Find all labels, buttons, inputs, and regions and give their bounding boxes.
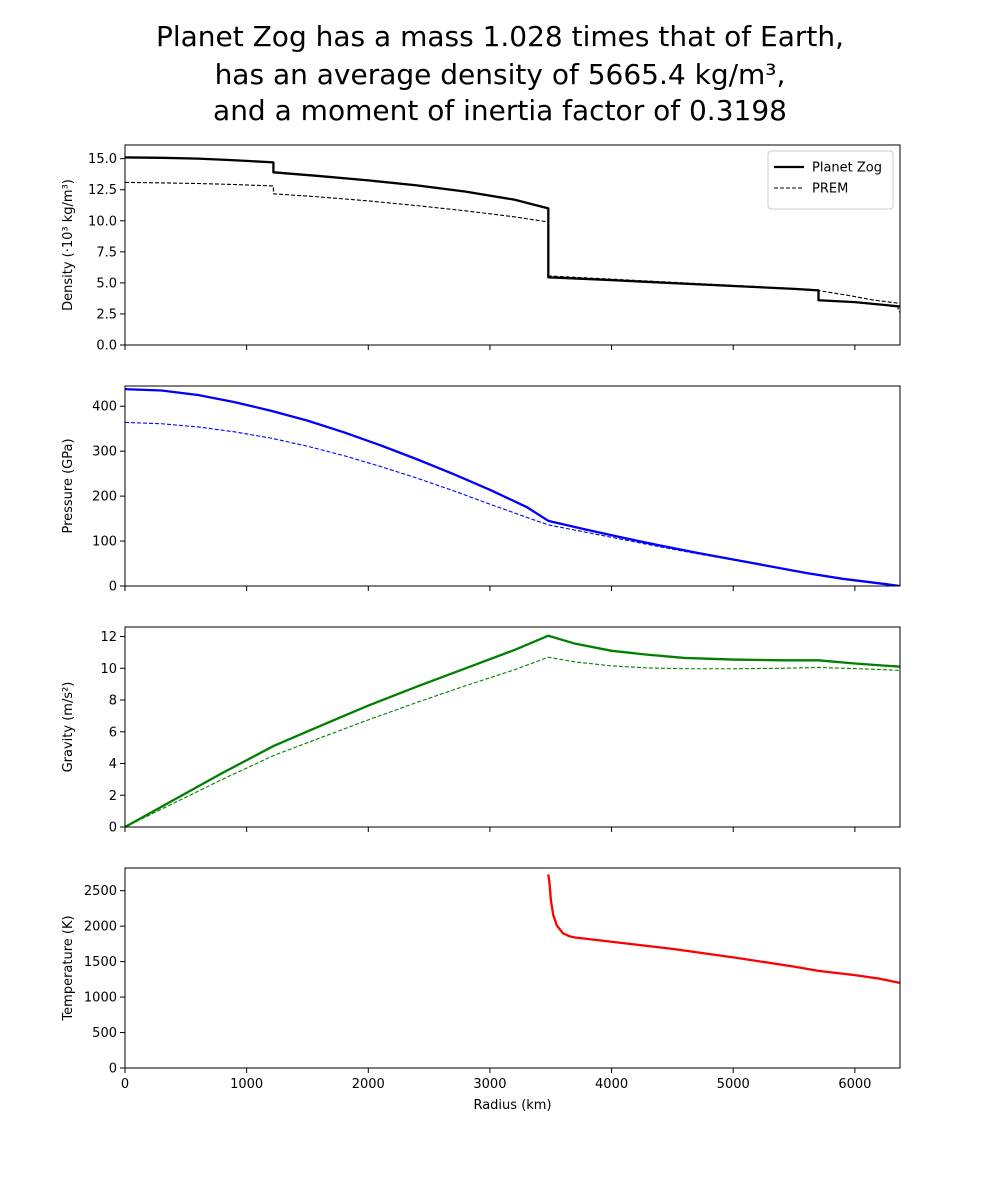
temperature-ytick-label: 500 [92,1026,117,1041]
title-line-2: has an average density of 5665.4 kg/m³, [215,58,786,91]
temperature-ytick-label: 2500 [84,884,117,899]
pressure-axes-frame [124,385,901,587]
legend-label: Planet Zog [812,161,882,176]
pressure-series-group [125,388,900,586]
pressure-ytick-label: 0 [109,580,117,595]
temperature-ytick-label: 1500 [84,955,117,970]
gravity-ytick-label: 8 [109,694,117,709]
pressure-ylabel: Pressure (GPa) [61,438,76,533]
temperature-panel: 0 1000 2000 3000 4000 5000 6000 0 500 1000 1500 200… [61,867,901,1113]
density-series-planet-zog-line [125,156,900,308]
temperature-ytick-label: 2000 [84,920,117,935]
gravity-ytick-label: 6 [109,725,117,740]
temperature-xtick-label: 1000 [230,1077,263,1092]
figure-title: Planet Zog has a mass 1.028 times that o… [156,20,844,127]
gravity-ytick-label: 0 [109,821,117,836]
temperature-xlabel: Radius (km) [473,1098,551,1113]
legend-label: PREM [812,182,848,197]
temperature-xtick-label: 4000 [595,1077,628,1092]
density-ytick-label: 7.5 [96,245,117,260]
gravity-ytick-label: 12 [100,630,117,645]
density-ytick-label: 10.0 [88,214,117,229]
title-line-1: Planet Zog has a mass 1.028 times that o… [156,20,844,53]
gravity-ytick-label: 4 [109,757,117,772]
gravity-ytick-label: 10 [100,662,117,677]
density-legend: Planet Zog PREM [767,150,894,210]
density-panel: 0.0 2.5 5.0 7.5 10.0 12.5 15.0 Density (·10³ kg… [61,144,901,354]
temperature-axes-frame [124,867,901,1069]
temperature-ytick-label: 0 [109,1062,117,1077]
temperature-xtick-label: 0 [121,1077,129,1092]
temperature-ylabel: Temperature (K) [61,915,76,1021]
density-ytick-label: 15.0 [88,152,117,167]
density-ytick-label: 2.5 [96,307,117,322]
pressure-ytick-label: 100 [92,535,117,550]
gravity-ytick-label: 2 [109,789,117,804]
pressure-ytick-label: 200 [92,490,117,505]
gravity-series-prem-line [125,656,900,827]
pressure-ytick-label: 400 [92,400,117,415]
temperature-ytick-label: 1000 [84,991,117,1006]
density-series-group [125,156,900,313]
gravity-series-group [125,634,900,827]
temperature-series-group [547,874,900,985]
density-ytick-label: 5.0 [96,276,117,291]
density-ylabel: Density (·10³ kg/m³) [61,179,76,311]
title-line-3: and a moment of inertia factor of 0.3198 [213,94,787,127]
density-series-prem-line [125,181,900,313]
gravity-series-model-line [125,634,900,827]
density-ytick-label: 12.5 [88,183,117,198]
gravity-panel: 0 2 4 6 8 10 12 Gravity (m/s²) [61,626,901,836]
temperature-xtick-label: 6000 [838,1077,871,1092]
pressure-ytick-label: 300 [92,445,117,460]
temperature-xtick-label: 2000 [352,1077,385,1092]
legend-box [767,150,894,210]
density-ytick-label: 0.0 [96,339,117,354]
density-axes-frame [124,144,901,346]
gravity-ylabel: Gravity (m/s²) [61,682,76,773]
temperature-xtick-label: 5000 [717,1077,750,1092]
gravity-axes-frame [124,626,901,828]
pressure-panel: 0 100 200 300 400 Pressure (GPa) [61,385,901,595]
temperature-series-model-line [547,874,900,985]
temperature-xtick-label: 3000 [473,1077,506,1092]
pressure-series-prem-line [125,421,900,586]
